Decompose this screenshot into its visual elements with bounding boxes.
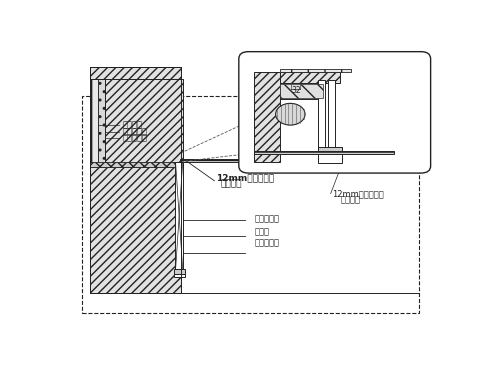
Text: 12mm厚钢化玻璃: 12mm厚钢化玻璃 [216, 173, 274, 182]
Text: 成品木质品: 成品木质品 [254, 239, 280, 247]
Bar [254, 72, 280, 162]
Bar [180, 159, 419, 162]
Bar [280, 83, 324, 99]
Bar [90, 79, 98, 167]
Text: 石材切割面抛光处理: 石材切割面抛光处理 [316, 57, 362, 66]
Text: 磨边处理: 磨边处理 [220, 180, 242, 188]
Bar [280, 83, 324, 98]
Bar [318, 147, 342, 152]
Text: 磨边处理: 磨边处理 [340, 196, 360, 205]
Bar [318, 152, 342, 163]
Text: 木基层: 木基层 [254, 227, 270, 236]
Text: 石材墙面: 石材墙面 [122, 121, 142, 129]
Bar [82, 96, 419, 313]
Text: 12mm厚钢化玻璃: 12mm厚钢化玻璃 [332, 189, 384, 198]
Bar [90, 68, 180, 79]
Text: 32: 32 [291, 86, 300, 95]
Text: 建筑结构层: 建筑结构层 [254, 215, 280, 224]
Bar [280, 72, 340, 83]
Bar [105, 79, 182, 167]
Bar [98, 79, 105, 167]
Circle shape [276, 104, 305, 125]
Bar [175, 162, 184, 270]
FancyBboxPatch shape [239, 52, 430, 173]
Bar [174, 274, 184, 278]
Bar [318, 80, 325, 152]
Bar [328, 80, 336, 152]
Text: 建筑结构层: 建筑结构层 [122, 134, 148, 143]
Bar [90, 162, 180, 167]
Bar [254, 151, 394, 154]
Bar [280, 69, 351, 72]
Text: 水泥砂浆层: 水泥砂浆层 [122, 127, 148, 136]
Text: 木饰面封边油漆: 木饰面封边油漆 [323, 63, 358, 72]
Bar [90, 167, 180, 293]
Bar [174, 269, 184, 275]
